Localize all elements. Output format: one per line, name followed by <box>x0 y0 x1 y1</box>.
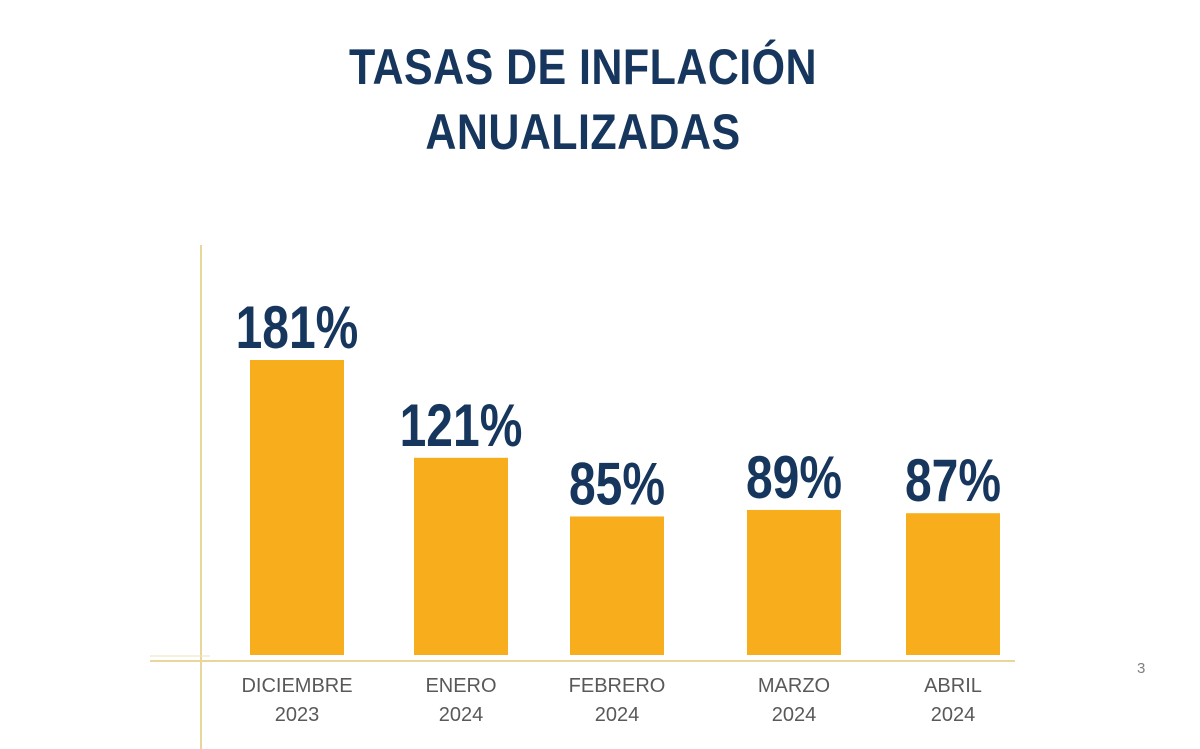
page-number: 3 <box>1137 660 1146 677</box>
chart-title-line-2: ANUALIZADAS <box>425 104 741 160</box>
bar-2 <box>570 516 664 655</box>
value-label-3: 89% <box>746 444 842 511</box>
category-label-2-line-0: FEBRERO <box>569 675 666 697</box>
value-label-1: 121% <box>400 392 523 459</box>
value-label-0: 181% <box>236 294 359 361</box>
category-labels-group: DICIEMBRE 2023 ENERO 2024 FEBRERO 2024 MARZO 20… <box>241 675 981 726</box>
category-label-4-line-0: ABRIL <box>924 675 982 697</box>
category-label-0-line-0: DICIEMBRE <box>241 675 352 697</box>
category-label-3-line-1: 2024 <box>772 704 817 726</box>
bars-group <box>250 360 1000 655</box>
category-label-2-line-1: 2024 <box>595 704 640 726</box>
bar-3 <box>747 509 841 655</box>
chart-title-line-1: TASAS DE INFLACIÓN <box>348 39 818 95</box>
bar-0 <box>250 360 344 655</box>
category-label-1-line-1: 2024 <box>439 704 484 726</box>
value-labels-group: 181% 121% 85% 89% 87% <box>236 294 1001 518</box>
chart-axes <box>150 245 1015 749</box>
value-label-2: 85% <box>569 450 665 517</box>
value-label-4: 87% <box>905 447 1001 514</box>
category-label-4-line-1: 2024 <box>931 704 976 726</box>
bar-4 <box>906 513 1000 655</box>
category-label-1-line-0: ENERO <box>425 675 496 697</box>
category-label-0-line-1: 2023 <box>275 704 320 726</box>
bar-1 <box>414 457 508 655</box>
category-label-3-line-0: MARZO <box>758 675 830 697</box>
